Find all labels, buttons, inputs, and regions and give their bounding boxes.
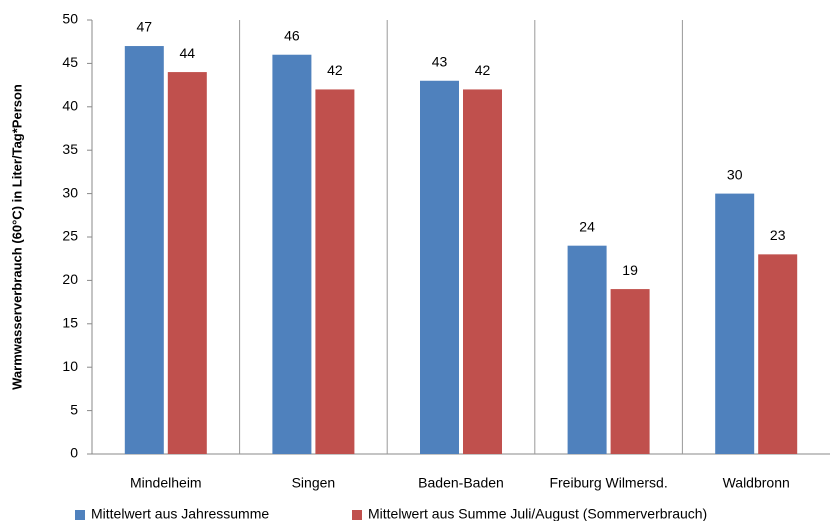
data-label: 19 <box>622 262 638 278</box>
bar <box>463 89 502 454</box>
x-tick-label: Waldbronn <box>723 475 790 491</box>
y-tick-label: 45 <box>62 54 78 70</box>
data-label: 44 <box>180 45 196 61</box>
legend-label: Mittelwert aus Summe Juli/August (Sommer… <box>368 506 707 521</box>
bar <box>715 193 755 454</box>
y-tick-label: 40 <box>62 98 78 114</box>
bar <box>567 245 607 454</box>
data-label: 47 <box>137 19 153 35</box>
y-tick-label: 20 <box>62 271 78 287</box>
data-label: 46 <box>284 27 300 43</box>
x-tick-label: Mindelheim <box>130 475 202 491</box>
y-tick-label: 25 <box>62 228 78 244</box>
bar <box>610 289 650 454</box>
data-label: 42 <box>475 62 491 78</box>
bar <box>124 46 164 454</box>
y-tick-label: 10 <box>62 358 78 374</box>
x-tick-label: Freiburg Wilmersd. <box>549 475 667 491</box>
x-tick-label: Baden-Baden <box>418 475 504 491</box>
y-tick-label: 30 <box>62 184 78 200</box>
data-label: 43 <box>432 53 448 69</box>
y-tick-label: 35 <box>62 141 78 157</box>
bar <box>420 80 459 454</box>
data-label: 42 <box>327 62 343 78</box>
legend-swatch <box>75 510 85 520</box>
x-tick-label: Singen <box>292 475 336 491</box>
data-label: 23 <box>770 227 786 243</box>
legend-label: Mittelwert aus Jahressumme <box>91 506 269 521</box>
bar <box>315 89 355 454</box>
y-tick-label: 15 <box>62 315 78 331</box>
y-tick-label: 50 <box>62 11 78 27</box>
data-label: 30 <box>727 166 743 182</box>
data-label: 24 <box>579 218 595 234</box>
bar <box>167 72 207 454</box>
y-tick-label: 0 <box>70 445 78 461</box>
y-tick-label: 5 <box>70 401 78 417</box>
bar <box>272 54 312 454</box>
y-axis-label: Warmwasserverbrauch (60°C) in Liter/Tag*… <box>9 84 24 390</box>
legend-swatch <box>352 510 362 520</box>
bar <box>758 254 798 454</box>
